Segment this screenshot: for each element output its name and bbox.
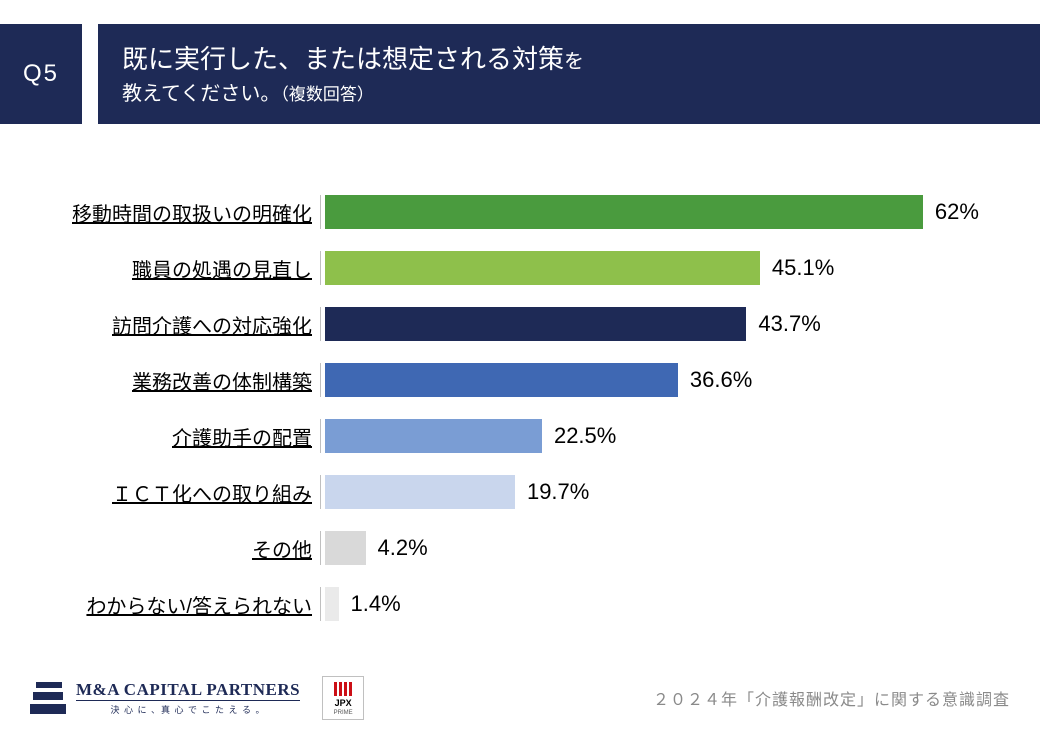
chart-row-label: 業務改善の体制構築 [0, 366, 320, 395]
company-logo-icon [30, 682, 66, 714]
chart-bar [325, 307, 746, 341]
chart-bar [325, 195, 923, 229]
chart-value-label: 62% [935, 199, 979, 225]
title-trail-text: を [564, 51, 584, 73]
chart-bar [325, 475, 515, 509]
bar-chart: 移動時間の取扱いの明確化 62% 職員の処遇の見直し 45.1% 訪問介護への対応強化 4… [0, 184, 1000, 644]
chart-row-label: 訪問介護への対応強化 [0, 310, 320, 339]
chart-row-label: その他 [0, 534, 320, 563]
chart-row-label: 移動時間の取扱いの明確化 [0, 198, 320, 227]
chart-row-label: 職員の処遇の見直し [0, 254, 320, 283]
chart-bar [325, 363, 678, 397]
chart-bar [325, 419, 542, 453]
chart-bar [325, 531, 366, 565]
chart-row: 職員の処遇の見直し 45.1% [0, 240, 1000, 296]
chart-row: 業務改善の体制構築 36.6% [0, 352, 1000, 408]
title-main-text: 既に実行した、または想定される対策 [122, 44, 564, 74]
footer-logos: M&A CAPITAL PARTNERS 決 心 に 、真 心 で こ た え … [30, 676, 364, 720]
jpx-stripes-icon [334, 682, 352, 696]
chart-bar-track: 4.2% [320, 531, 1000, 565]
chart-bar-track: 43.7% [320, 307, 1000, 341]
chart-value-label: 19.7% [527, 479, 589, 505]
chart-row: その他 4.2% [0, 520, 1000, 576]
jpx-badge: JPX PRIME [322, 676, 364, 720]
chart-value-label: 36.6% [690, 367, 752, 393]
company-tagline: 決 心 に 、真 心 で こ た え る 。 [76, 700, 300, 716]
chart-row-label: 介護助手の配置 [0, 422, 320, 451]
company-logo: M&A CAPITAL PARTNERS 決 心 に 、真 心 で こ た え … [30, 680, 300, 716]
chart-bar-track: 1.4% [320, 587, 1000, 621]
chart-row: ＩＣＴ化への取り組み 19.7% [0, 464, 1000, 520]
chart-row: 移動時間の取扱いの明確化 62% [0, 184, 1000, 240]
chart-bar [325, 251, 760, 285]
chart-row: 介護助手の配置 22.5% [0, 408, 1000, 464]
chart-row: 訪問介護への対応強化 43.7% [0, 296, 1000, 352]
chart-bar-track: 45.1% [320, 251, 1000, 285]
chart-bar-track: 36.6% [320, 363, 1000, 397]
chart-bar [325, 587, 339, 621]
company-name: M&A CAPITAL PARTNERS [76, 680, 300, 700]
jpx-label: JPX [335, 698, 352, 708]
question-number-badge: Q5 [0, 24, 82, 124]
slide-footer: M&A CAPITAL PARTNERS 決 心 に 、真 心 で こ た え … [0, 664, 1040, 744]
chart-row-label: ＩＣＴ化への取り組み [0, 478, 320, 507]
chart-bar-track: 22.5% [320, 419, 1000, 453]
chart-bar-track: 62% [320, 195, 1000, 229]
footer-caption: ２０２４年「介護報酬改定」に関する意識調査 [653, 686, 1010, 710]
jpx-sublabel: PRIME [334, 710, 353, 716]
title-block: 既に実行した、または想定される対策を 教えてください。（複数回答） [98, 24, 1040, 124]
title-line-2: 教えてください。（複数回答） [122, 79, 1040, 109]
chart-row: わからない/答えられない 1.4% [0, 576, 1000, 632]
slide-header: Q5 既に実行した、または想定される対策を 教えてください。（複数回答） [0, 24, 1040, 124]
chart-value-label: 43.7% [758, 311, 820, 337]
chart-value-label: 45.1% [772, 255, 834, 281]
chart-value-label: 1.4% [351, 591, 401, 617]
chart-row-label: わからない/答えられない [0, 590, 320, 619]
title-line-1: 既に実行した、または想定される対策を [122, 40, 1040, 79]
chart-value-label: 4.2% [378, 535, 428, 561]
title-paren-text: （複数回答） [280, 85, 374, 104]
chart-value-label: 22.5% [554, 423, 616, 449]
chart-bar-track: 19.7% [320, 475, 1000, 509]
title-sub-text: 教えてください。 [122, 83, 280, 105]
company-logo-text: M&A CAPITAL PARTNERS 決 心 に 、真 心 で こ た え … [76, 680, 300, 716]
